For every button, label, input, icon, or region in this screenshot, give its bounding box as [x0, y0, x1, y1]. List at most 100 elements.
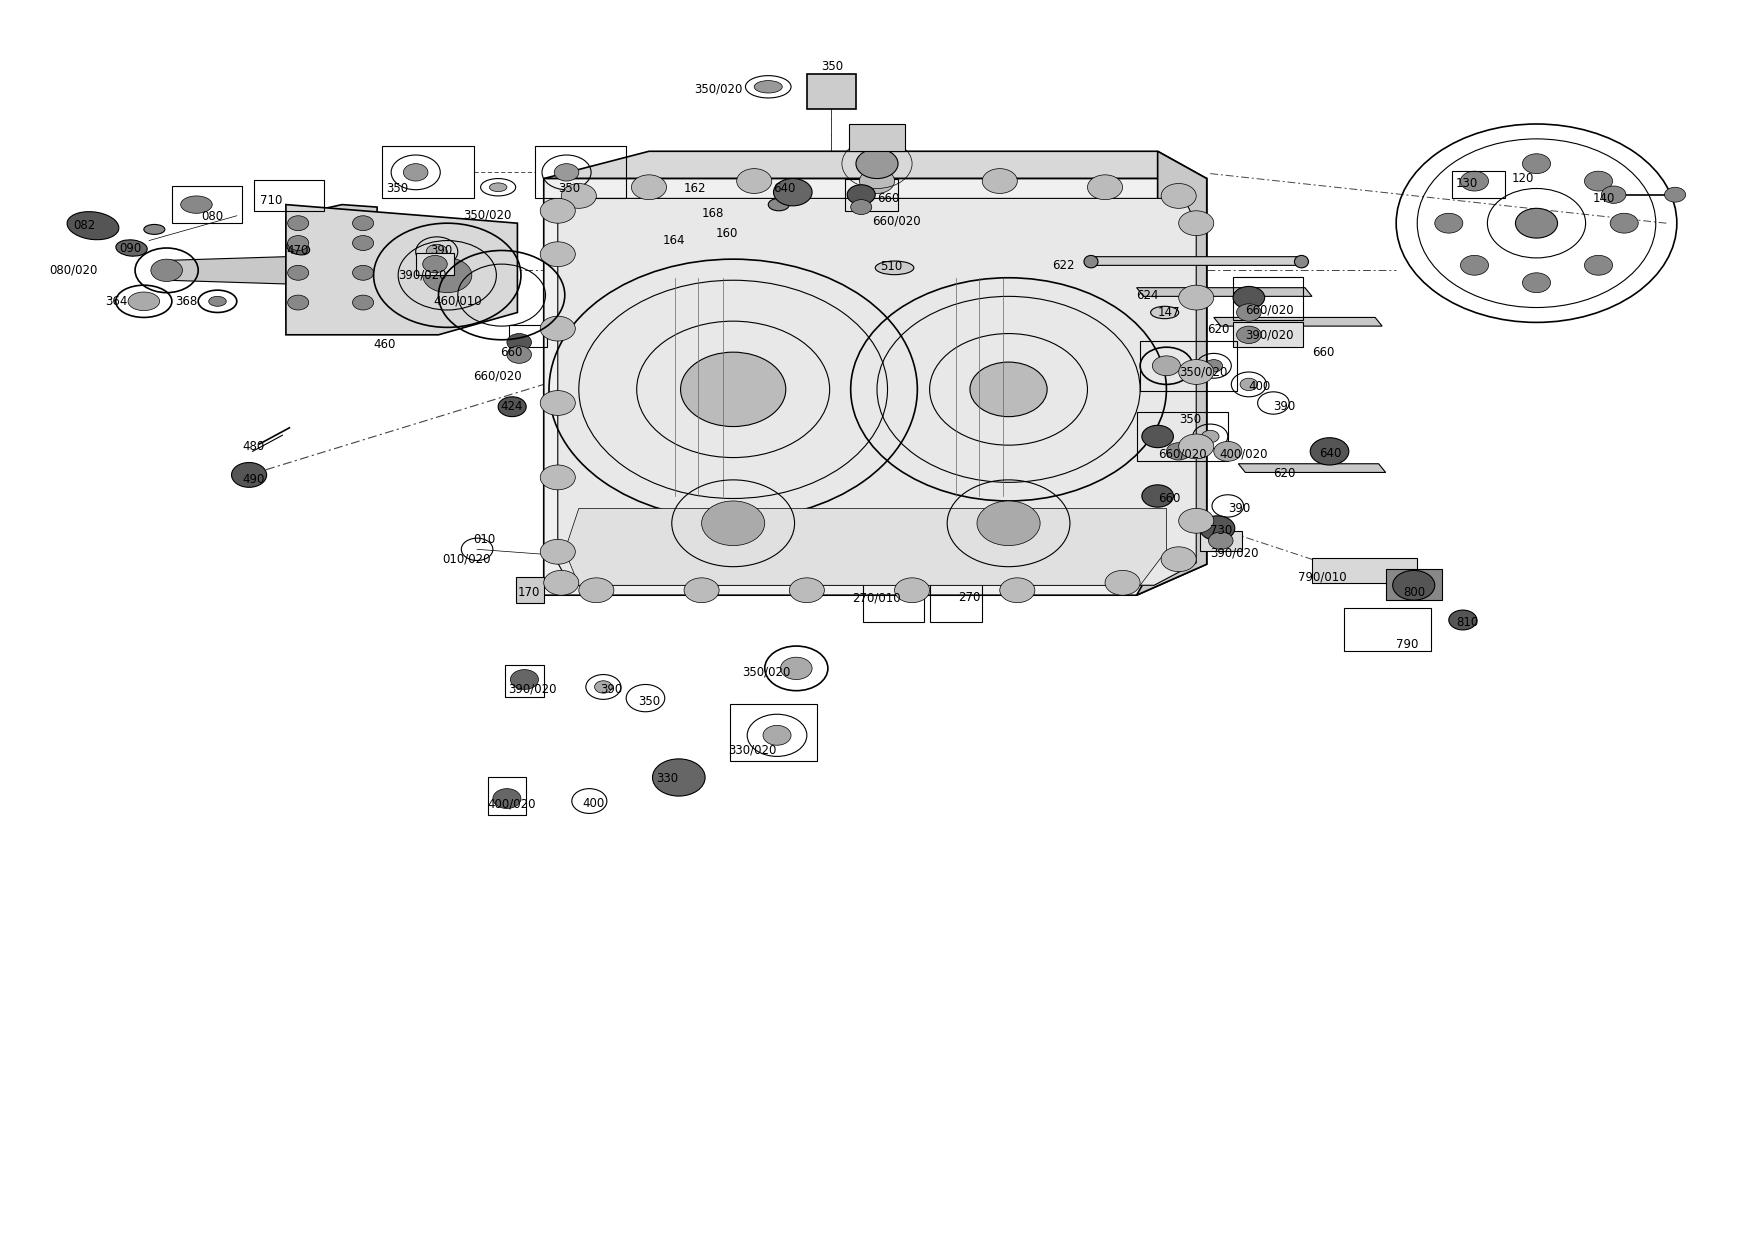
Text: 390: 390 [430, 244, 453, 257]
Text: 270/010: 270/010 [852, 591, 902, 604]
Ellipse shape [1084, 255, 1098, 268]
Text: 368: 368 [175, 295, 198, 308]
Text: 460: 460 [374, 339, 396, 351]
Text: 660/020: 660/020 [1158, 448, 1207, 460]
Text: 810: 810 [1456, 616, 1479, 629]
Text: 120: 120 [1512, 172, 1535, 185]
Circle shape [403, 164, 428, 181]
Circle shape [579, 578, 614, 603]
Circle shape [1515, 208, 1558, 238]
Text: 082: 082 [74, 219, 96, 232]
Text: 400: 400 [1249, 381, 1272, 393]
Circle shape [1435, 213, 1463, 233]
Text: 624: 624 [1137, 289, 1159, 301]
Circle shape [1087, 175, 1123, 200]
Text: 730: 730 [1210, 525, 1233, 537]
Bar [516, 577, 544, 603]
Text: 080/020: 080/020 [49, 264, 98, 277]
Circle shape [540, 465, 575, 490]
Ellipse shape [754, 81, 782, 93]
Circle shape [1179, 285, 1214, 310]
Circle shape [1161, 184, 1196, 208]
Polygon shape [167, 257, 286, 284]
Circle shape [1610, 213, 1638, 233]
Text: 660: 660 [1158, 492, 1180, 505]
Ellipse shape [1151, 306, 1179, 319]
Text: 147: 147 [1158, 306, 1180, 319]
Text: 390/020: 390/020 [1210, 547, 1259, 559]
Text: 330: 330 [656, 773, 679, 785]
Circle shape [781, 657, 812, 680]
Circle shape [353, 265, 374, 280]
Text: 390/020: 390/020 [1245, 329, 1294, 341]
Text: 490: 490 [242, 474, 265, 486]
Text: 400/020: 400/020 [1219, 448, 1268, 460]
Circle shape [1142, 425, 1173, 448]
Bar [1344, 608, 1431, 651]
Circle shape [507, 334, 531, 351]
Polygon shape [1137, 288, 1312, 296]
Circle shape [426, 244, 447, 259]
Circle shape [1393, 570, 1435, 600]
Text: 622: 622 [1052, 259, 1075, 272]
Circle shape [774, 179, 812, 206]
Text: 270: 270 [958, 591, 980, 604]
Circle shape [702, 501, 765, 546]
Text: 162: 162 [684, 182, 707, 195]
Text: 330/020: 330/020 [728, 744, 777, 756]
Circle shape [856, 149, 898, 179]
Circle shape [1179, 508, 1214, 533]
Ellipse shape [144, 224, 165, 234]
Text: 660/020: 660/020 [1245, 304, 1294, 316]
Circle shape [1179, 434, 1214, 459]
Circle shape [1601, 186, 1626, 203]
Text: 350: 350 [386, 182, 409, 195]
Text: 480: 480 [242, 440, 265, 453]
Text: 350/020: 350/020 [742, 666, 791, 678]
Text: 164: 164 [663, 234, 686, 247]
Text: 660: 660 [500, 346, 523, 358]
Circle shape [851, 200, 872, 215]
Bar [1233, 277, 1303, 320]
Circle shape [1240, 378, 1258, 391]
Text: 710: 710 [260, 195, 282, 207]
Ellipse shape [1294, 255, 1308, 268]
Ellipse shape [768, 198, 789, 211]
Circle shape [970, 362, 1047, 417]
Bar [172, 186, 242, 223]
Bar [382, 146, 474, 198]
Text: 140: 140 [1593, 192, 1615, 205]
Bar [849, 124, 905, 151]
Circle shape [595, 681, 612, 693]
Text: 660/020: 660/020 [872, 215, 921, 227]
Circle shape [1237, 326, 1261, 343]
Text: 010: 010 [474, 533, 496, 546]
Circle shape [737, 169, 772, 193]
Text: 660: 660 [1312, 346, 1335, 358]
Circle shape [1461, 255, 1489, 275]
Circle shape [151, 259, 182, 281]
Text: 390/020: 390/020 [398, 269, 447, 281]
Bar [807, 74, 856, 109]
Text: 080: 080 [202, 211, 225, 223]
Bar [535, 146, 626, 198]
Circle shape [1161, 547, 1196, 572]
Polygon shape [286, 205, 517, 335]
Text: 660: 660 [877, 192, 900, 205]
Polygon shape [544, 151, 1207, 179]
Bar [1137, 412, 1228, 461]
Ellipse shape [489, 184, 507, 191]
Circle shape [1449, 610, 1477, 630]
Bar [930, 567, 982, 622]
Bar [1452, 171, 1505, 198]
Circle shape [232, 463, 267, 487]
Circle shape [977, 501, 1040, 546]
Text: 350: 350 [558, 182, 581, 195]
Text: 510: 510 [881, 260, 903, 273]
Circle shape [353, 216, 374, 231]
Text: 090: 090 [119, 242, 142, 254]
Polygon shape [558, 198, 1196, 585]
Circle shape [498, 397, 526, 417]
Text: 620: 620 [1207, 324, 1230, 336]
Circle shape [1142, 485, 1173, 507]
